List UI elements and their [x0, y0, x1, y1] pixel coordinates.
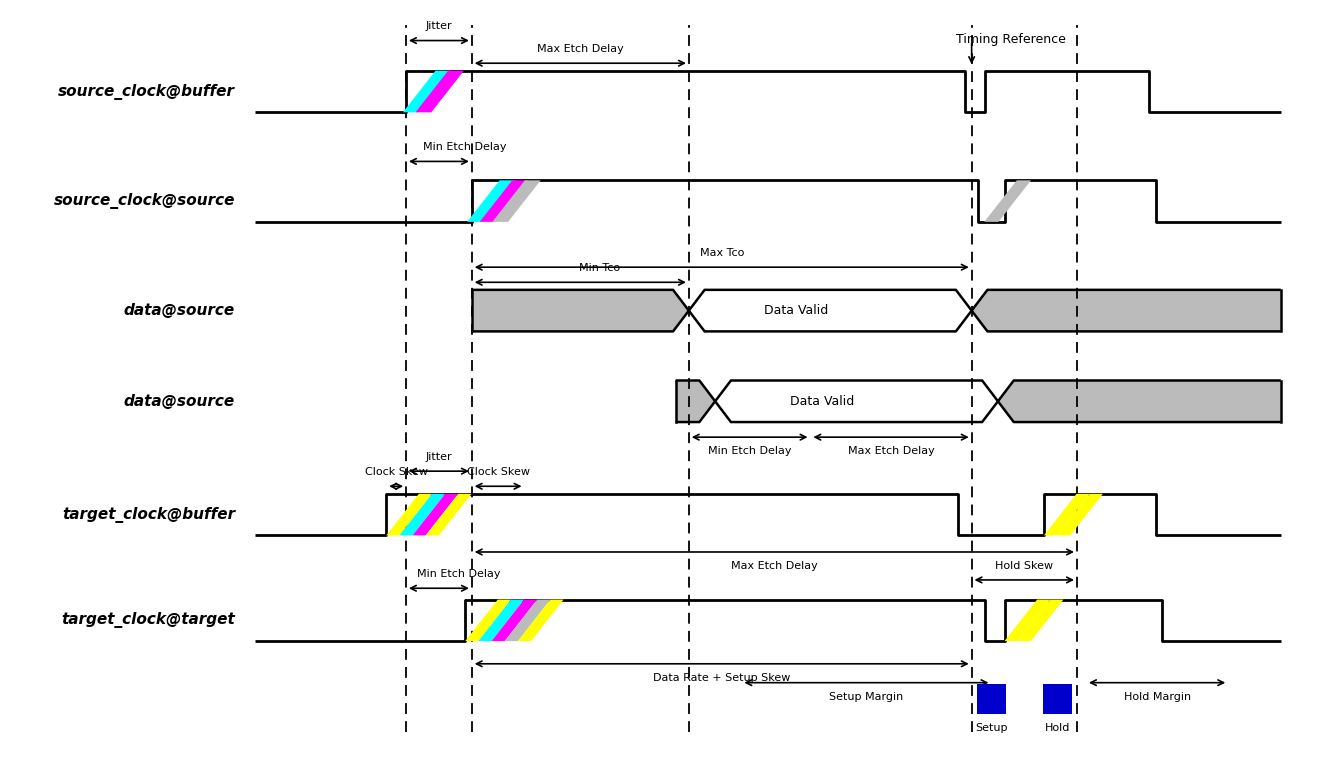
Polygon shape [492, 600, 537, 641]
Text: source_clock@source: source_clock@source [53, 193, 235, 209]
Polygon shape [1044, 494, 1090, 536]
Text: Jitter: Jitter [426, 21, 452, 31]
Text: data@source: data@source [124, 393, 235, 409]
Text: Data Valid: Data Valid [765, 304, 828, 317]
Text: Min Etch Delay: Min Etch Delay [417, 569, 500, 579]
Text: data@source: data@source [124, 303, 235, 318]
Polygon shape [1017, 600, 1064, 641]
Bar [1043, 684, 1072, 715]
Text: Min Etch Delay: Min Etch Delay [423, 142, 507, 152]
Text: Data Valid: Data Valid [790, 395, 855, 408]
Polygon shape [998, 380, 1281, 422]
Polygon shape [676, 380, 716, 422]
Polygon shape [400, 494, 445, 536]
Text: target_clock@target: target_clock@target [61, 613, 235, 629]
Polygon shape [466, 600, 511, 641]
Text: Max Tco: Max Tco [700, 248, 744, 258]
Text: Max Etch Delay: Max Etch Delay [732, 561, 818, 571]
Polygon shape [1004, 600, 1050, 641]
Text: Max Etch Delay: Max Etch Delay [848, 446, 934, 457]
Polygon shape [492, 180, 541, 222]
Text: Max Etch Delay: Max Etch Delay [537, 44, 623, 54]
Text: Clock Skew: Clock Skew [365, 467, 427, 477]
Bar [976, 684, 1005, 715]
Text: Setup Margin: Setup Margin [830, 692, 904, 702]
Polygon shape [426, 494, 471, 536]
Text: Setup: Setup [975, 724, 1008, 734]
Polygon shape [404, 71, 451, 113]
Text: Data Rate + Setup Skew: Data Rate + Setup Skew [654, 673, 790, 683]
Text: Hold Skew: Hold Skew [995, 561, 1053, 571]
Text: Jitter: Jitter [426, 452, 452, 462]
Polygon shape [1057, 494, 1103, 536]
Text: target_clock@buffer: target_clock@buffer [62, 507, 235, 523]
Text: Min Etch Delay: Min Etch Delay [708, 446, 791, 457]
Polygon shape [467, 180, 516, 222]
Polygon shape [984, 180, 1031, 222]
Polygon shape [480, 180, 528, 222]
Text: Hold: Hold [1044, 724, 1070, 734]
Polygon shape [716, 380, 998, 422]
Polygon shape [517, 600, 564, 641]
Text: source_clock@buffer: source_clock@buffer [58, 84, 235, 100]
Polygon shape [472, 290, 689, 331]
Polygon shape [386, 494, 433, 536]
Text: Timing Reference: Timing Reference [957, 33, 1066, 46]
Polygon shape [971, 290, 1281, 331]
Polygon shape [413, 494, 458, 536]
Polygon shape [415, 71, 464, 113]
Text: Min Tco: Min Tco [579, 263, 620, 273]
Polygon shape [504, 600, 550, 641]
Text: Clock Skew: Clock Skew [467, 467, 529, 477]
Polygon shape [479, 600, 524, 641]
Text: Hold Margin: Hold Margin [1123, 692, 1191, 702]
Polygon shape [689, 290, 971, 331]
